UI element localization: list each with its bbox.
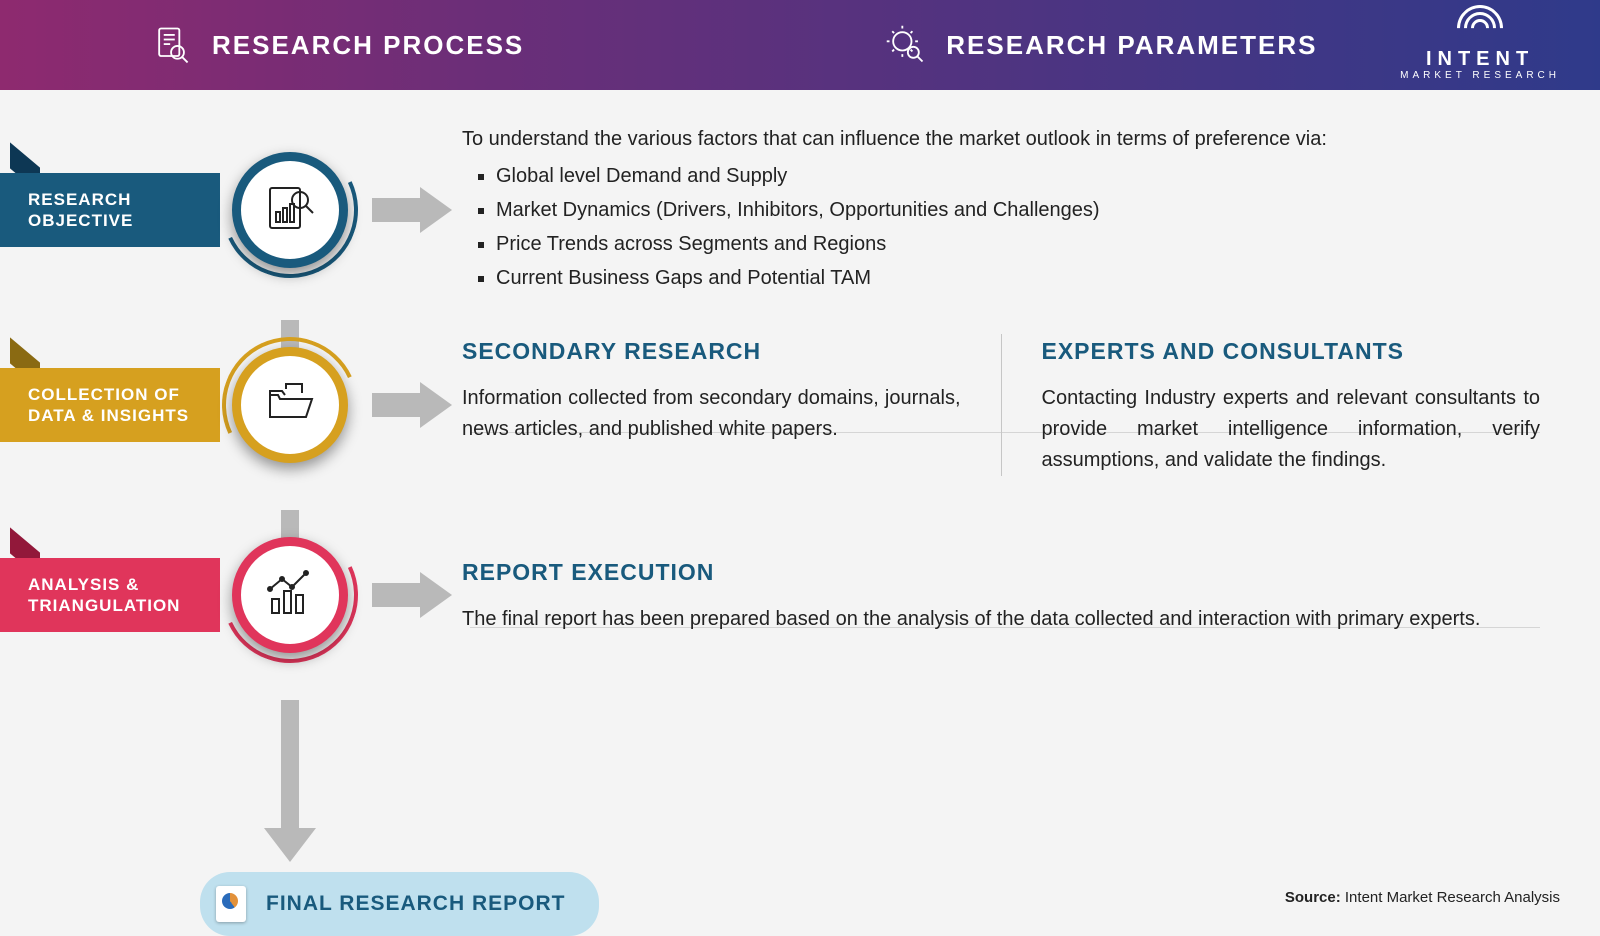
arrow-right-icon <box>372 382 462 428</box>
column-body: Information collected from secondary dom… <box>462 383 961 445</box>
final-label: FINAL RESEARCH REPORT <box>266 892 565 916</box>
column-title: SECONDARY RESEARCH <box>462 334 961 370</box>
bullet-item: Market Dynamics (Drivers, Inhibitors, Op… <box>496 195 1540 226</box>
logo-text-sub: MARKET RESEARCH <box>1400 70 1560 81</box>
step-description: REPORT EXECUTION The final report has be… <box>462 555 1540 636</box>
step-label: COLLECTION OF DATA & INSIGHTS <box>0 368 220 443</box>
section-title: REPORT EXECUTION <box>462 555 1540 591</box>
header-title-right: RESEARCH PARAMETERS <box>946 30 1317 61</box>
header-title-left: RESEARCH PROCESS <box>212 30 524 61</box>
wifi-arcs-icon <box>1455 8 1505 48</box>
content-area: RESEARCH OBJECTIVE To understand the var… <box>0 110 1600 920</box>
logo-text-main: INTENT <box>1400 50 1560 68</box>
step-circle <box>232 347 348 463</box>
connector-line <box>281 700 299 830</box>
bullet-item: Price Trends across Segments and Regions <box>496 229 1540 260</box>
header-bar: RESEARCH PROCESS RESEARCH PARAMETERS INT… <box>0 0 1600 90</box>
desc-lead-text: To understand the various factors that c… <box>462 124 1540 155</box>
bullet-item: Global level Demand and Supply <box>496 161 1540 192</box>
folder-open-icon <box>260 375 320 435</box>
brand-logo: INTENT MARKET RESEARCH <box>1400 8 1560 81</box>
arrow-right-icon <box>372 572 462 618</box>
step-description: SECONDARY RESEARCH Information collected… <box>462 334 1540 477</box>
step-label: ANALYSIS & TRIANGULATION <box>0 558 220 633</box>
step-label: RESEARCH OBJECTIVE <box>0 173 220 248</box>
column-secondary-research: SECONDARY RESEARCH Information collected… <box>462 334 1002 477</box>
final-report-pill: FINAL RESEARCH REPORT <box>200 872 599 936</box>
gear-search-icon <box>884 23 928 67</box>
source-text: Intent Market Research Analysis <box>1345 889 1560 906</box>
step-description: To understand the various factors that c… <box>462 124 1540 297</box>
header-left-group: RESEARCH PROCESS <box>150 23 524 67</box>
step-analysis-triangulation: ANALYSIS & TRIANGULATION REPORT EXECUTIO… <box>0 500 1600 690</box>
arrow-down-icon <box>264 828 316 862</box>
step-circle <box>232 152 348 268</box>
bullet-item: Current Business Gaps and Potential TAM <box>496 263 1540 294</box>
step-research-objective: RESEARCH OBJECTIVE To understand the var… <box>0 110 1600 310</box>
header-right-group: RESEARCH PARAMETERS <box>884 23 1317 67</box>
analytics-chart-icon <box>260 565 320 625</box>
source-prefix: Source: <box>1285 889 1341 906</box>
report-doc-icon <box>216 886 246 922</box>
step-circle <box>232 537 348 653</box>
section-body: The final report has been prepared based… <box>462 604 1540 635</box>
arrow-right-icon <box>372 187 462 233</box>
document-search-icon <box>150 23 194 67</box>
step-collection-data: COLLECTION OF DATA & INSIGHTS SECONDARY … <box>0 310 1600 500</box>
column-body: Contacting Industry experts and relevant… <box>1042 383 1541 476</box>
bullet-list: Global level Demand and Supply Market Dy… <box>462 161 1540 294</box>
column-experts-consultants: EXPERTS AND CONSULTANTS Contacting Indus… <box>1042 334 1541 477</box>
column-title: EXPERTS AND CONSULTANTS <box>1042 334 1541 370</box>
source-citation: Source: Intent Market Research Analysis <box>1285 889 1560 906</box>
document-magnify-icon <box>260 180 320 240</box>
